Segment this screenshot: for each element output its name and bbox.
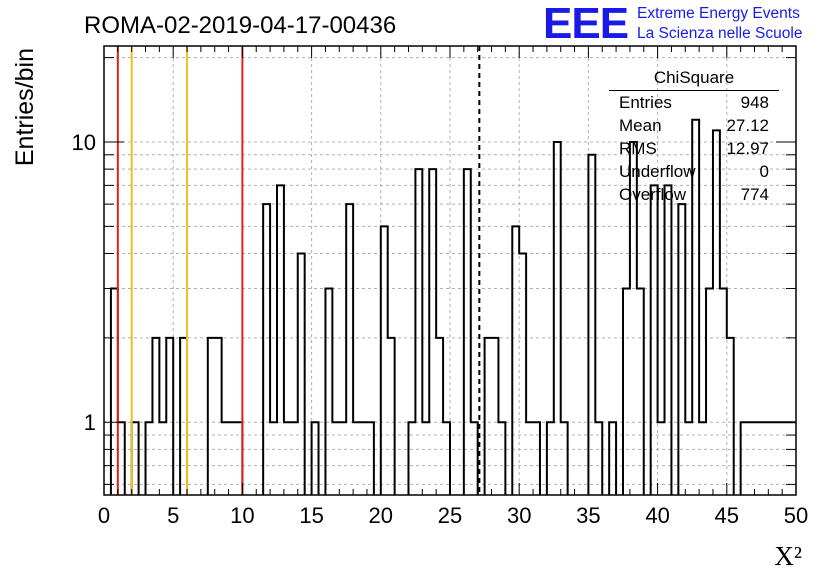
logo-text: Extreme Energy Events La Scienza nelle S… xyxy=(637,4,802,44)
stats-box: ChiSquare Entries 948 Mean 27.12 RMS 12.… xyxy=(609,66,779,206)
stats-row-mean: Mean 27.12 xyxy=(609,114,779,137)
stats-row-underflow: Underflow 0 xyxy=(609,160,779,183)
histogram-outline xyxy=(109,118,796,495)
x-tick-label: 25 xyxy=(438,503,462,528)
stats-label: Entries xyxy=(619,93,672,112)
x-tick-label: 50 xyxy=(784,503,808,528)
x-tick-label: 40 xyxy=(645,503,669,528)
page-title: ROMA-02-2019-04-17-00436 xyxy=(84,12,396,39)
stats-title: ChiSquare xyxy=(609,66,779,91)
x-tick-label: 30 xyxy=(507,503,531,528)
x-tick-label: 45 xyxy=(715,503,739,528)
stats-row-rms: RMS 12.97 xyxy=(609,137,779,160)
stats-value: 12.97 xyxy=(726,139,769,158)
axis-ticks xyxy=(103,46,797,495)
logo-mark: EEE xyxy=(543,0,629,48)
eee-logo: EEE Extreme Energy Events La Scienza nel… xyxy=(543,0,802,48)
stats-value: 27.12 xyxy=(726,116,769,135)
stats-label: Underflow xyxy=(619,162,696,181)
y-tick-label: 1 xyxy=(84,410,96,435)
stats-value: 0 xyxy=(759,162,769,181)
x-tick-label: 15 xyxy=(299,503,323,528)
logo-line-1: Extreme Energy Events xyxy=(637,5,800,22)
stats-value: 948 xyxy=(740,93,769,112)
stats-value: 774 xyxy=(740,185,769,204)
x-tick-label: 10 xyxy=(230,503,254,528)
x-tick-label: 5 xyxy=(167,503,179,528)
stats-label: Mean xyxy=(619,116,662,135)
stats-label: RMS xyxy=(619,139,657,158)
x-tick-label: 0 xyxy=(98,503,110,528)
stats-row-entries: Entries 948 xyxy=(609,91,779,114)
y-axis-title: Entries/bin xyxy=(11,48,39,166)
histogram-bars xyxy=(109,118,796,495)
stats-label: Overflow xyxy=(619,185,687,204)
x-tick-label: 20 xyxy=(369,503,393,528)
tick-labels: 0 5 10 15 20 25 30 35 40 45 50 1 10 xyxy=(72,130,809,528)
stats-row-overflow: Overflow 774 xyxy=(609,183,779,206)
y-tick-label: 10 xyxy=(72,130,96,155)
x-axis-title: X² xyxy=(774,541,802,571)
logo-line-2: La Scienza nelle Scuole xyxy=(637,25,803,42)
marker-lines xyxy=(116,46,481,495)
x-tick-label: 35 xyxy=(576,503,600,528)
